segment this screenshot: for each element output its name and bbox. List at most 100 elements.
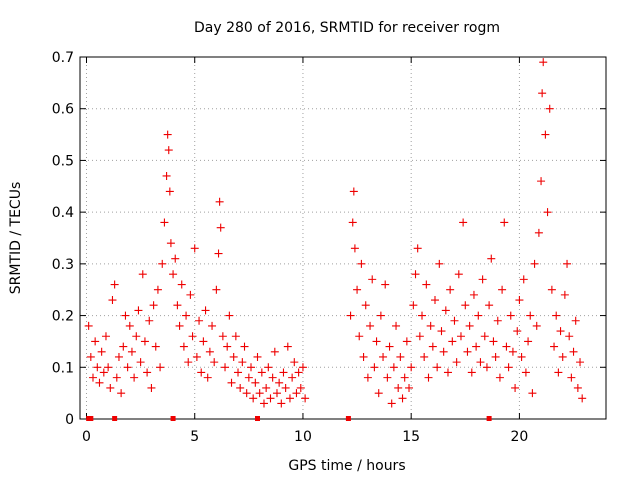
data-point — [275, 378, 284, 387]
data-point — [268, 373, 277, 382]
data-point — [359, 352, 368, 361]
data-point — [558, 352, 567, 361]
data-point — [389, 363, 398, 372]
data-point — [290, 358, 299, 367]
data-point — [270, 347, 279, 356]
data-point — [249, 394, 258, 403]
gap-marker — [112, 416, 118, 421]
data-point — [519, 275, 528, 284]
data-point — [560, 290, 569, 299]
data-point — [227, 378, 236, 387]
data-point — [134, 306, 143, 315]
data-point — [165, 187, 174, 196]
data-point — [355, 332, 364, 341]
data-point — [361, 301, 370, 310]
data-points — [84, 58, 587, 408]
y-axis-label: SRMTID / TECUs — [8, 182, 24, 295]
data-point — [578, 394, 587, 403]
data-point — [281, 383, 290, 392]
data-point — [132, 332, 141, 341]
data-point — [448, 337, 457, 346]
data-point — [247, 363, 256, 372]
data-point — [413, 244, 422, 253]
data-point — [101, 332, 110, 341]
data-point — [428, 342, 437, 351]
data-point — [346, 311, 355, 320]
data-point — [95, 378, 104, 387]
data-point — [138, 270, 147, 279]
data-point — [188, 332, 197, 341]
data-point — [162, 171, 171, 180]
data-point — [231, 332, 240, 341]
data-point — [348, 218, 357, 227]
data-point — [119, 342, 128, 351]
data-point — [285, 394, 294, 403]
data-point — [474, 311, 483, 320]
data-point — [506, 311, 515, 320]
data-point — [215, 197, 224, 206]
data-point — [493, 316, 502, 325]
data-point — [123, 363, 132, 372]
data-point — [350, 244, 359, 253]
data-point — [379, 352, 388, 361]
data-point — [465, 321, 474, 330]
data-point — [117, 389, 126, 398]
data-point — [394, 383, 403, 392]
data-point — [363, 373, 372, 382]
data-point — [179, 342, 188, 351]
x-axis-ticks: 0 5 10 15 20 — [82, 57, 528, 445]
data-point — [175, 321, 184, 330]
data-point — [534, 228, 543, 237]
data-point — [190, 244, 199, 253]
grid-lines — [80, 57, 606, 419]
data-point — [437, 327, 446, 336]
data-point — [242, 389, 251, 398]
data-point — [402, 337, 411, 346]
data-point — [353, 285, 362, 294]
data-point — [184, 358, 193, 367]
data-point — [426, 321, 435, 330]
data-point — [521, 368, 530, 377]
data-point — [565, 332, 574, 341]
data-point — [140, 337, 149, 346]
data-point — [452, 358, 461, 367]
data-point — [430, 296, 439, 305]
data-point — [513, 327, 522, 336]
data-point — [301, 394, 310, 403]
data-point — [186, 290, 195, 299]
data-point — [151, 342, 160, 351]
data-point — [91, 337, 100, 346]
data-point — [86, 352, 95, 361]
data-point — [563, 259, 572, 268]
data-point — [221, 363, 230, 372]
data-point — [418, 311, 427, 320]
y-tick-label: 0.2 — [52, 309, 74, 325]
data-point — [158, 259, 167, 268]
data-point — [485, 301, 494, 310]
data-point — [387, 399, 396, 408]
data-point — [524, 337, 533, 346]
data-point — [545, 104, 554, 113]
data-point — [296, 383, 305, 392]
plot-frame — [79, 56, 607, 420]
data-point — [487, 254, 496, 263]
data-point — [495, 373, 504, 382]
data-point — [489, 337, 498, 346]
y-axis-ticks: 0 0.1 0.2 0.3 0.4 0.5 0.6 0.7 — [52, 50, 606, 428]
data-point — [171, 254, 180, 263]
data-point — [370, 363, 379, 372]
data-point — [415, 332, 424, 341]
data-point — [576, 358, 585, 367]
data-point — [244, 373, 253, 382]
data-point — [550, 342, 559, 351]
gap-marker — [170, 416, 176, 421]
x-tick-label: 0 — [82, 429, 91, 445]
data-point — [532, 321, 541, 330]
data-point — [454, 270, 463, 279]
data-point — [480, 332, 489, 341]
data-point — [259, 399, 268, 408]
data-point — [567, 373, 576, 382]
data-point — [420, 352, 429, 361]
data-point — [456, 332, 465, 341]
data-point — [199, 337, 208, 346]
